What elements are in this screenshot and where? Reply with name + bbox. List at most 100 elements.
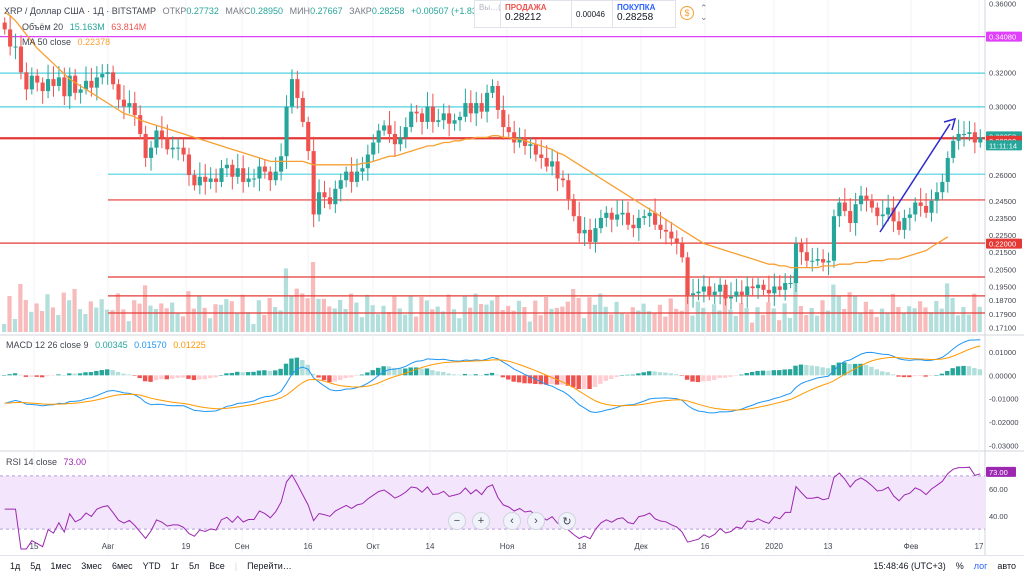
price-tick-label: 0.22500 <box>989 231 1016 240</box>
macd-histogram-bar <box>571 375 576 388</box>
macd-histogram-bar <box>478 374 484 376</box>
volume-bar <box>18 284 23 332</box>
zoom-in-button[interactable]: + <box>472 512 490 530</box>
tf-6m[interactable]: 6мес <box>111 561 133 571</box>
macd-histogram-bar <box>23 375 29 377</box>
tf-all[interactable]: Все <box>209 561 225 571</box>
macd-histogram-bar <box>186 375 191 379</box>
candle-body <box>371 142 376 155</box>
macd-histogram-bar <box>923 375 928 377</box>
symbol-title[interactable]: XRP / Доллар США · 1Д · BITSTAMP <box>4 6 157 16</box>
tf-1d[interactable]: 1д <box>10 561 21 571</box>
price-tick-label: 0.17100 <box>989 324 1016 333</box>
candle-body <box>631 224 636 229</box>
toolbar-right: 15:48:46 (UTC+3) % лог авто <box>873 561 1016 571</box>
volume-bar <box>923 307 928 332</box>
macd-histogram-bar <box>939 373 945 376</box>
tf-1y[interactable]: 1г <box>170 561 179 571</box>
volume-bar <box>392 296 397 332</box>
tf-1m[interactable]: 1мес <box>50 561 72 571</box>
volume-bar <box>950 298 955 332</box>
scroll-right-button[interactable]: › <box>527 512 545 530</box>
macd-histogram-bar <box>934 375 939 376</box>
candle-body <box>392 133 398 145</box>
candle-body <box>186 154 192 176</box>
log-toggle[interactable]: лог <box>973 561 988 571</box>
volume-bar <box>224 299 229 332</box>
macd-histogram-bar <box>945 370 950 376</box>
candle-body <box>382 125 387 131</box>
bottom-toolbar: 1д 5д 1мес 3мес 6мес YTD 1г 5л Все | Пер… <box>0 555 1024 576</box>
candle-body <box>566 180 571 200</box>
volume-bar <box>657 304 663 332</box>
scroll-left-button[interactable]: ‹ <box>503 512 521 530</box>
macd-histogram-bar <box>722 375 728 378</box>
macd-histogram-bar <box>126 374 132 376</box>
macd-histogram-bar <box>121 373 126 376</box>
macd-histogram-bar <box>565 375 571 386</box>
ma-legend[interactable]: MA 50 close 0.22378 <box>22 37 114 47</box>
candle-body <box>799 243 804 253</box>
volume-bar <box>560 306 565 332</box>
macd-histogram-bar <box>338 375 343 381</box>
rsi-label: RSI 14 close <box>6 457 58 467</box>
macd-histogram-bar <box>814 366 820 376</box>
volume-bar <box>928 312 934 332</box>
zoom-out-button[interactable]: − <box>448 512 466 530</box>
macd-histogram-bar <box>852 363 858 376</box>
volume-bar <box>338 300 343 332</box>
candle-body <box>772 286 777 294</box>
volume-bar <box>755 307 760 332</box>
candle-body <box>176 147 181 149</box>
volume-bar <box>625 314 630 332</box>
volume-bar <box>787 318 793 332</box>
rsi-legend[interactable]: RSI 14 close 73.00 <box>6 457 90 467</box>
candle-body <box>138 115 143 134</box>
volume-bar <box>370 305 375 332</box>
clock[interactable]: 15:48:46 (UTC+3) <box>873 561 946 571</box>
macd-legend[interactable]: MACD 12 26 close 9 0.00345 0.01570 0.012… <box>6 340 210 350</box>
tf-ytd[interactable]: YTD <box>142 561 161 571</box>
volume-bar <box>907 306 912 332</box>
volume-bar <box>966 314 971 332</box>
volume-bar <box>663 316 668 332</box>
reset-button[interactable]: ↻ <box>558 512 576 530</box>
volume-legend[interactable]: Объём 20 15.163M 63.814M <box>22 22 150 32</box>
candle-body <box>83 80 89 90</box>
macd-histogram-bar <box>159 375 164 380</box>
tf-5d[interactable]: 5д <box>30 561 41 571</box>
candle-body <box>13 46 18 48</box>
tf-5y[interactable]: 5л <box>188 561 200 571</box>
macd-histogram-bar <box>88 372 94 376</box>
macd-histogram-bar <box>34 375 39 377</box>
candle-body <box>29 75 34 90</box>
volume-bar <box>565 301 570 332</box>
candle-body <box>544 157 549 167</box>
candle-body <box>89 80 94 88</box>
macd-histogram-bar <box>869 366 874 376</box>
volume-bar <box>695 301 700 332</box>
candle-body <box>230 164 235 177</box>
chevron-right-icon: › <box>534 515 538 527</box>
candle-body <box>127 103 132 107</box>
macd-histogram-bar <box>516 375 522 383</box>
auto-toggle[interactable]: авто <box>997 561 1016 571</box>
percent-toggle[interactable]: % <box>955 561 964 571</box>
tf-3m[interactable]: 3мес <box>81 561 102 571</box>
collapse-trade-icon[interactable]: ⌃ ⌄ <box>700 3 708 22</box>
price-tick-label: 0.24500 <box>989 197 1016 206</box>
dollar-icon[interactable]: $ <box>680 6 694 20</box>
macd-histogram-bar <box>197 375 202 380</box>
macd-histogram-bar <box>538 375 543 385</box>
buy-button[interactable]: ПОКУПКА 0.28258 <box>612 0 676 28</box>
macd-histogram-bar <box>684 375 690 380</box>
sell-button[interactable]: ПРОДАЖА 0.28212 <box>500 0 572 28</box>
candle-body <box>902 217 907 230</box>
macd-histogram-bar <box>99 370 104 376</box>
candle-body <box>311 151 316 215</box>
volume-bar <box>717 310 722 332</box>
macd-histogram-bar <box>29 375 34 377</box>
goto-date-button[interactable]: Перейти… <box>247 561 292 571</box>
volume-bar <box>186 291 191 332</box>
